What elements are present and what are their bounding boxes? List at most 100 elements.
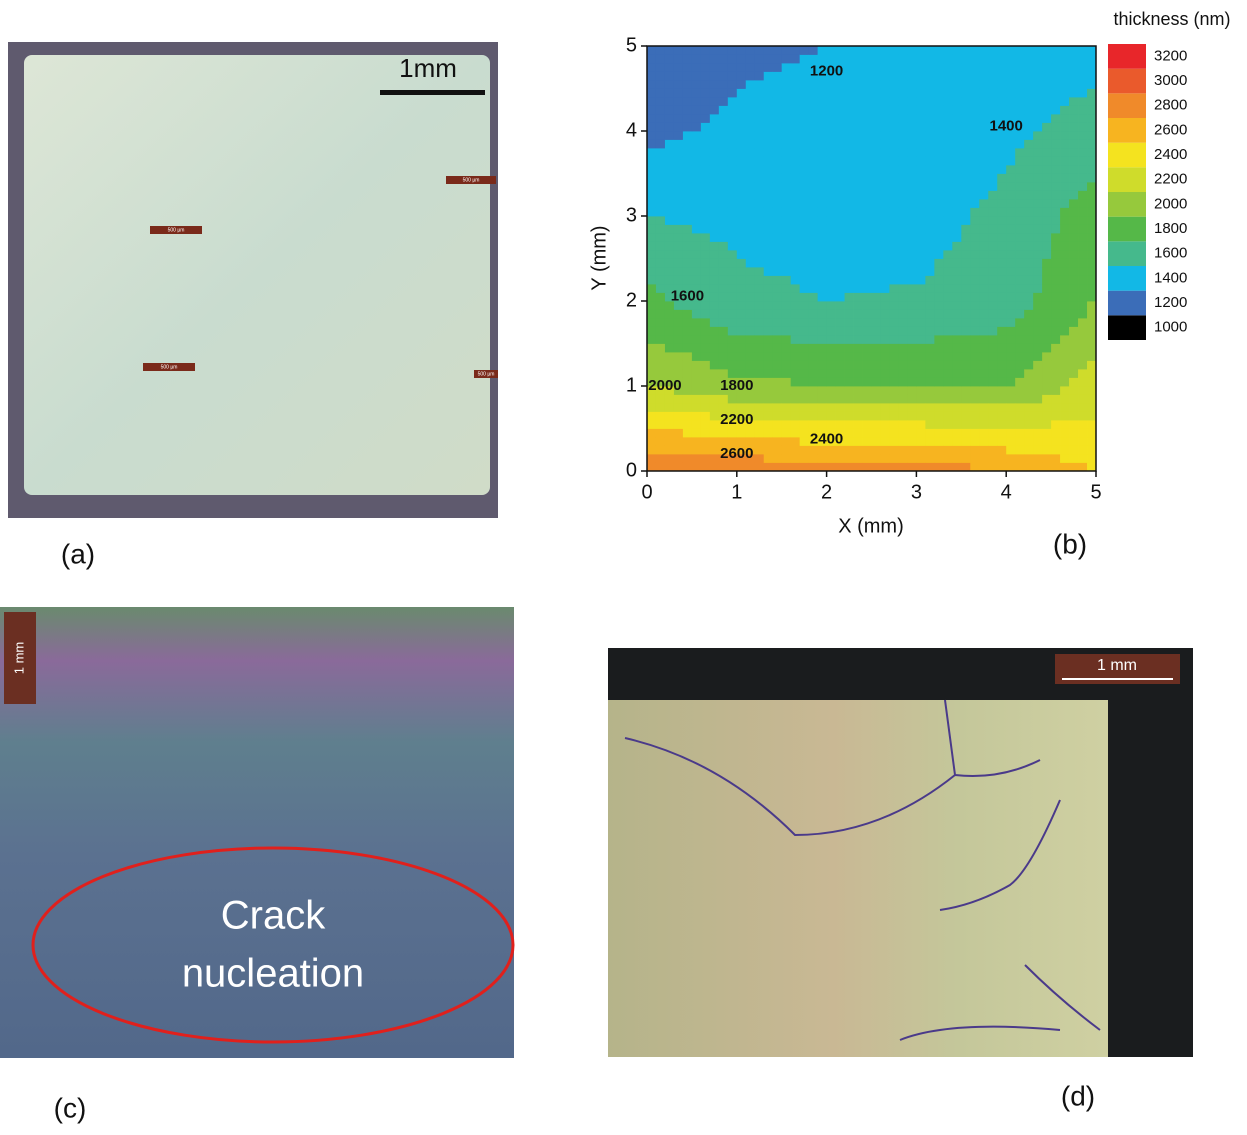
contour-cell: [674, 89, 683, 98]
contour-cell: [854, 267, 863, 276]
contour-cell: [845, 327, 854, 336]
contour-cell: [907, 233, 916, 242]
contour-cell: [1087, 259, 1096, 268]
contour-cell: [961, 361, 970, 370]
contour-cell: [1069, 191, 1078, 200]
contour-cell: [1015, 352, 1024, 361]
contour-cell: [943, 46, 952, 55]
contour-cell: [854, 140, 863, 149]
contour-cell: [683, 344, 692, 353]
contour-cell: [737, 318, 746, 327]
contour-cell: [907, 242, 916, 251]
contour-cell: [952, 191, 961, 200]
y-tick-label: 2: [626, 289, 637, 311]
contour-cell: [952, 208, 961, 217]
contour-cell: [1051, 72, 1060, 81]
contour-cell: [755, 225, 764, 234]
contour-cell: [701, 165, 710, 174]
contour-cell: [755, 395, 764, 404]
contour-cell: [719, 242, 728, 251]
contour-cell: [836, 395, 845, 404]
contour-cell: [854, 335, 863, 344]
contour-cell: [889, 310, 898, 319]
contour-cell: [934, 72, 943, 81]
contour-cell: [1051, 327, 1060, 336]
figure: 1mm 500 µm 500 µm 500 µm 500 µm (a) 1 mm…: [0, 0, 1247, 1130]
contour-cell: [889, 182, 898, 191]
contour-cell: [674, 412, 683, 421]
contour-cell: [1051, 267, 1060, 276]
contour-cell: [746, 352, 755, 361]
contour-cell: [1024, 63, 1033, 72]
contour-cell: [818, 301, 827, 310]
contour-cell: [692, 446, 701, 455]
contour-cell: [863, 89, 872, 98]
contour-cell: [854, 131, 863, 140]
contour-cell: [872, 437, 881, 446]
contour-cell: [701, 225, 710, 234]
contour-cell: [773, 412, 782, 421]
contour-cell: [1060, 378, 1069, 387]
contour-cell: [827, 97, 836, 106]
contour-cell: [782, 123, 791, 132]
contour-cell: [1006, 199, 1015, 208]
contour-cell: [1051, 352, 1060, 361]
contour-cell: [755, 55, 764, 64]
contour-cell: [710, 412, 719, 421]
contour-cell: [979, 344, 988, 353]
contour-cell: [916, 284, 925, 293]
contour-cell: [647, 80, 656, 89]
contour-cell: [898, 318, 907, 327]
contour-cell: [827, 225, 836, 234]
contour-cell: [656, 327, 665, 336]
contour-cell: [845, 242, 854, 251]
contour-cell: [782, 369, 791, 378]
y-tick-label: 3: [626, 204, 637, 226]
contour-cell: [764, 55, 773, 64]
contour-cell: [683, 46, 692, 55]
contour-cell: [773, 267, 782, 276]
contour-cell: [692, 80, 701, 89]
contour-cell: [979, 114, 988, 123]
panel-a: 1mm 500 µm 500 µm 500 µm 500 µm (a): [8, 42, 498, 569]
contour-cell: [1078, 89, 1087, 98]
contour-cell: [916, 276, 925, 285]
contour-cell: [701, 140, 710, 149]
contour-cell: [988, 165, 997, 174]
contour-cell: [916, 318, 925, 327]
contour-cell: [854, 276, 863, 285]
contour-cell: [916, 293, 925, 302]
contour-cell: [988, 233, 997, 242]
contour-cell: [692, 250, 701, 259]
contour-cell: [970, 276, 979, 285]
colorbar-label: 2000: [1154, 195, 1187, 212]
contour-cell: [854, 293, 863, 302]
contour-cell: [656, 191, 665, 200]
contour-cell: [845, 352, 854, 361]
contour-cell: [952, 225, 961, 234]
contour-label: 1800: [720, 377, 753, 394]
contour-cell: [916, 437, 925, 446]
contour-cell: [683, 182, 692, 191]
contour-cell: [710, 216, 719, 225]
contour-cell: [863, 174, 872, 183]
contour-cell: [836, 46, 845, 55]
contour-cell: [683, 395, 692, 404]
contour-cell: [836, 250, 845, 259]
contour-cell: [791, 114, 800, 123]
contour-cell: [961, 148, 970, 157]
contour-cell: [1033, 267, 1042, 276]
contour-cell: [845, 114, 854, 123]
contour-cell: [970, 148, 979, 157]
contour-cell: [1006, 80, 1015, 89]
contour-cell: [961, 233, 970, 242]
contour-cell: [728, 310, 737, 319]
contour-cell: [1015, 403, 1024, 412]
contour-cell: [683, 72, 692, 81]
contour-cell: [934, 318, 943, 327]
contour-cell: [692, 140, 701, 149]
contour-cell: [791, 63, 800, 72]
contour-cell: [665, 335, 674, 344]
contour-cell: [1069, 446, 1078, 455]
contour-cell: [1042, 267, 1051, 276]
